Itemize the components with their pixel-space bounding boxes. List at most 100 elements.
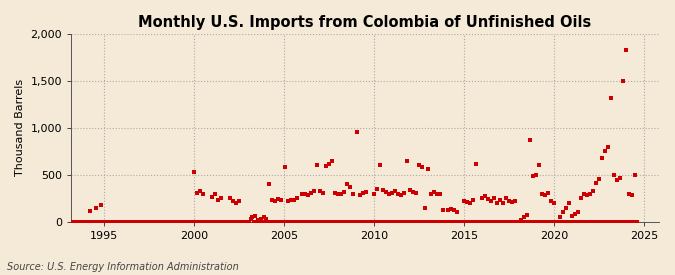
Point — [595, 219, 606, 224]
Point — [95, 203, 106, 208]
Point — [496, 219, 507, 224]
Point — [197, 192, 208, 197]
Point — [194, 189, 205, 193]
Point — [83, 219, 94, 224]
Point — [207, 195, 217, 199]
Point — [421, 219, 432, 224]
Point — [92, 219, 103, 224]
Point — [610, 219, 621, 224]
Point — [313, 219, 324, 224]
Point — [311, 163, 322, 167]
Point — [622, 219, 633, 224]
Point — [323, 161, 334, 166]
Point — [533, 219, 543, 224]
Point — [508, 219, 519, 224]
Point — [126, 219, 136, 224]
Point — [546, 199, 557, 203]
Point — [173, 219, 184, 224]
Point — [328, 219, 339, 224]
Point — [529, 219, 540, 224]
Point — [211, 219, 221, 224]
Point — [288, 219, 298, 224]
Point — [551, 219, 562, 224]
Point — [148, 219, 159, 224]
Point — [316, 219, 327, 224]
Point — [178, 219, 188, 224]
Point — [267, 198, 277, 202]
Point — [224, 196, 235, 200]
Point — [443, 219, 454, 224]
Point — [131, 219, 142, 224]
Point — [549, 201, 560, 205]
Point — [321, 164, 331, 169]
Point — [205, 219, 216, 224]
Point — [537, 191, 547, 196]
Point — [203, 219, 214, 224]
Point — [115, 219, 126, 224]
Point — [257, 219, 268, 224]
Point — [130, 219, 140, 224]
Point — [615, 175, 626, 180]
Point — [517, 219, 528, 224]
Point — [366, 219, 377, 224]
Point — [104, 219, 115, 224]
Point — [486, 199, 497, 203]
Point — [327, 158, 338, 163]
Point — [112, 219, 123, 224]
Text: Source: U.S. Energy Information Administration: Source: U.S. Energy Information Administ… — [7, 262, 238, 272]
Point — [274, 219, 285, 224]
Point — [354, 219, 364, 224]
Point — [193, 219, 204, 224]
Point — [522, 213, 533, 217]
Point — [410, 190, 421, 195]
Point — [516, 218, 526, 222]
Point — [534, 163, 545, 167]
Point — [472, 219, 483, 224]
Point — [254, 219, 265, 224]
Point — [306, 190, 317, 195]
Point — [217, 219, 227, 224]
Point — [620, 219, 630, 224]
Point — [404, 188, 415, 192]
Point — [406, 219, 417, 224]
Point — [631, 219, 642, 224]
Point — [547, 219, 558, 224]
Point — [106, 219, 117, 224]
Point — [286, 198, 297, 202]
Point — [346, 219, 357, 224]
Point — [242, 219, 253, 224]
Point — [597, 156, 608, 160]
Point — [544, 219, 555, 224]
Point — [480, 194, 491, 199]
Point — [481, 219, 492, 224]
Point — [241, 219, 252, 224]
Point — [420, 205, 431, 210]
Point — [319, 219, 330, 224]
Point — [478, 219, 489, 224]
Point — [585, 192, 595, 197]
Point — [304, 219, 315, 224]
Point — [65, 219, 76, 224]
Point — [140, 219, 151, 224]
Point — [369, 191, 379, 196]
Point — [583, 219, 594, 224]
Point — [176, 219, 187, 224]
Point — [535, 219, 546, 224]
Point — [377, 188, 388, 192]
Point — [495, 198, 506, 202]
Point — [616, 219, 627, 224]
Point — [376, 219, 387, 224]
Point — [484, 219, 495, 224]
Point — [277, 219, 288, 224]
Point — [172, 219, 183, 224]
Point — [524, 138, 535, 142]
Point — [388, 219, 399, 224]
Point — [219, 219, 230, 224]
Point — [196, 219, 207, 224]
Point — [418, 219, 429, 224]
Point — [107, 219, 118, 224]
Point — [397, 219, 408, 224]
Point — [307, 219, 318, 224]
Point — [315, 189, 325, 193]
Point — [414, 163, 425, 167]
